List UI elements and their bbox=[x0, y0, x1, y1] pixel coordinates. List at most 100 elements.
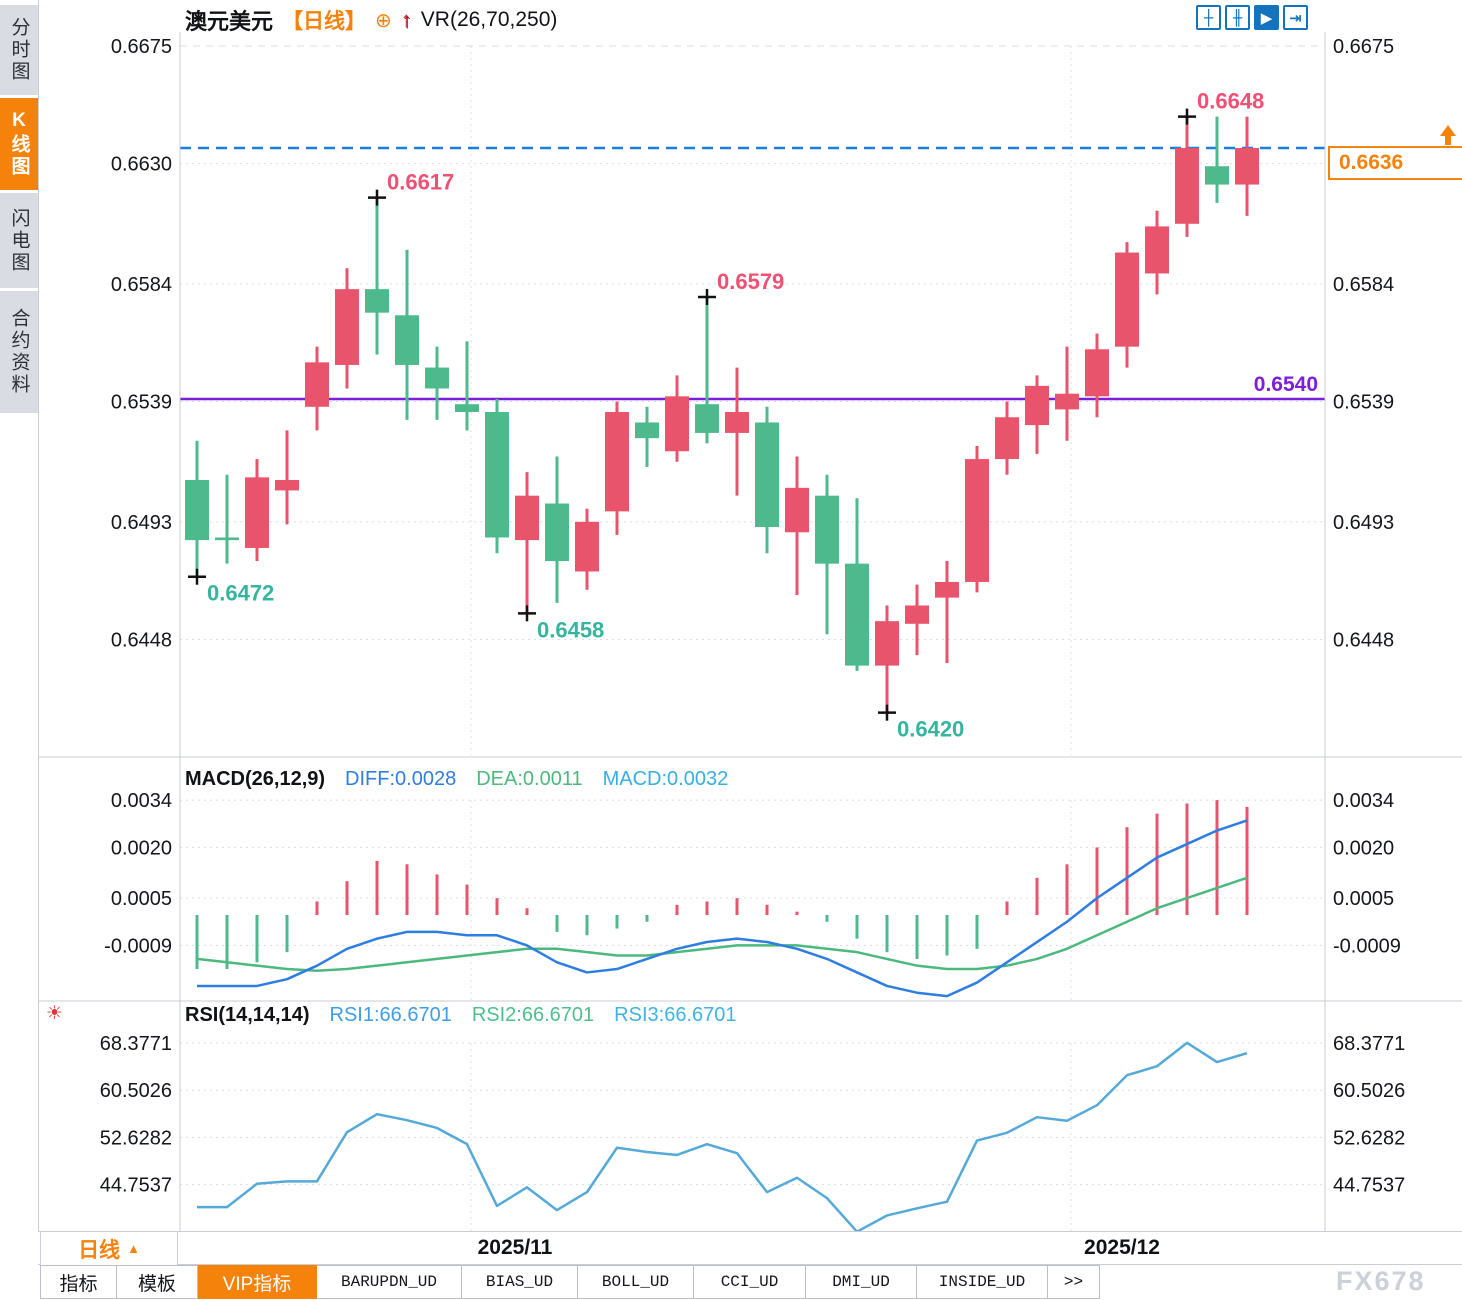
tab-cci-ud[interactable]: CCI_UD bbox=[694, 1265, 806, 1299]
price-axis-label-left: 0.6584 bbox=[111, 274, 172, 296]
price-annotation: 0.6617 bbox=[387, 170, 454, 195]
candle-body bbox=[1025, 385, 1049, 426]
sidebar-item-label: 合约资料 bbox=[8, 308, 30, 396]
tab-more[interactable]: >> bbox=[1048, 1265, 1100, 1299]
candle-body bbox=[335, 289, 359, 365]
macd-histogram-bar bbox=[225, 915, 229, 970]
rsi-axis-label-right: 60.5026 bbox=[1333, 1080, 1405, 1102]
price-axis-label-left: 0.6539 bbox=[111, 392, 172, 414]
candle-body bbox=[545, 503, 569, 562]
candle-body bbox=[635, 422, 659, 439]
candle-body bbox=[215, 537, 239, 541]
candle-body bbox=[725, 412, 749, 433]
price-axis-label-right: 0.6539 bbox=[1333, 392, 1394, 414]
diff-line bbox=[197, 819, 1248, 998]
add-compare-icon[interactable]: ⊕ bbox=[375, 9, 392, 32]
candle-body bbox=[245, 477, 269, 548]
price-up-arrow-stem bbox=[1445, 136, 1451, 145]
macd-axis-label-left: 0.0034 bbox=[111, 790, 172, 812]
candle-body bbox=[875, 621, 899, 666]
macd-histogram-bar bbox=[255, 915, 259, 963]
dea-value-label: DEA:0.0011 bbox=[476, 768, 583, 790]
macd-histogram-bar bbox=[465, 884, 469, 915]
x-axis-bar: 日线 ▲ 2025/11 2025/12 bbox=[38, 1231, 1462, 1265]
sidebar-item-timeline-chart[interactable]: 分时图 bbox=[0, 5, 38, 95]
tab-vip-indicators[interactable]: VIP指标 bbox=[198, 1265, 317, 1299]
macd-axis-label-right: 0.0005 bbox=[1333, 888, 1394, 910]
sidebar: 分时图 K线图 闪电图 合约资料 bbox=[0, 0, 39, 1300]
symbol-title: 澳元美元 bbox=[185, 9, 274, 34]
macd-axis-label-right: -0.0009 bbox=[1333, 935, 1401, 957]
sidebar-item-flash-chart[interactable]: 闪电图 bbox=[0, 193, 38, 288]
macd-axis-label-left: -0.0009 bbox=[104, 935, 172, 957]
price-axis-label-left: 0.6675 bbox=[111, 36, 172, 58]
candle-body bbox=[695, 404, 719, 433]
macd-histogram-bar bbox=[1095, 847, 1099, 915]
macd-axis-label-left: 0.0020 bbox=[111, 837, 172, 859]
diff-value-label: DIFF:0.0028 bbox=[345, 768, 457, 790]
price-axis-label-left: 0.6493 bbox=[111, 512, 172, 534]
chevron-up-icon: ▲ bbox=[127, 1241, 140, 1256]
chart-toolbar: ┼ ╫ ▶ ⇥ bbox=[1196, 5, 1308, 30]
candle-body bbox=[815, 495, 839, 564]
trend-up-arrow-icon: ↑ bbox=[400, 7, 412, 32]
tab-templates[interactable]: 模板 bbox=[117, 1265, 198, 1299]
candle-body bbox=[1085, 349, 1109, 397]
candle-body bbox=[935, 581, 959, 598]
macd-axis-label-left: 0.0005 bbox=[111, 888, 172, 910]
macd-histogram-bar bbox=[375, 860, 379, 915]
macd-histogram-bar bbox=[1125, 827, 1129, 915]
candle-body bbox=[1115, 252, 1139, 347]
tab-barupdn-ud[interactable]: BARUPDN_UD bbox=[317, 1265, 462, 1299]
rsi-axis-label-right: 68.3771 bbox=[1333, 1033, 1405, 1055]
candle-body bbox=[845, 563, 869, 666]
macd-histogram-bar bbox=[315, 901, 319, 915]
macd-histogram-bar bbox=[555, 915, 559, 932]
sidebar-item-label: K线图 bbox=[8, 110, 30, 178]
rsi-axis-label-left: 68.3771 bbox=[100, 1033, 172, 1055]
candle-body bbox=[755, 422, 779, 528]
price-axis-label-right: 0.6584 bbox=[1333, 274, 1394, 296]
current-price-tag: 0.6636 bbox=[1328, 146, 1462, 180]
candle-body bbox=[515, 495, 539, 541]
rsi-params-label: RSI(14,14,14) bbox=[185, 1004, 310, 1026]
macd-histogram-bar bbox=[1215, 800, 1219, 915]
x-axis-label-dec: 2025/12 bbox=[1084, 1236, 1160, 1259]
price-axis-label-left: 0.6448 bbox=[111, 629, 172, 651]
macd-histogram-bar bbox=[525, 908, 529, 915]
tab-bias-ud[interactable]: BIAS_UD bbox=[462, 1265, 578, 1299]
candle-body bbox=[305, 362, 329, 407]
macd-histogram-bar bbox=[1185, 803, 1189, 915]
tab-dmi-ud[interactable]: DMI_UD bbox=[806, 1265, 917, 1299]
macd-header: MACD(26,12,9) DIFF:0.0028 DEA:0.0011 MAC… bbox=[185, 768, 728, 791]
candle-body bbox=[965, 459, 989, 582]
candle-body bbox=[425, 367, 449, 389]
candle-body bbox=[365, 289, 389, 313]
macd-histogram-bar bbox=[1005, 901, 1009, 915]
vr-indicator-label: VR(26,70,250) bbox=[420, 8, 558, 31]
sidebar-item-contract-info[interactable]: 合约资料 bbox=[0, 291, 38, 413]
tab-indicators[interactable]: 指标 bbox=[40, 1265, 117, 1299]
macd-histogram-bar bbox=[1245, 806, 1249, 915]
crosshair-tool-button[interactable]: ┼ bbox=[1196, 5, 1221, 30]
candle-body bbox=[1145, 226, 1169, 274]
rsi3-value-label: RSI3:66.6701 bbox=[614, 1004, 737, 1026]
sun-icon[interactable]: ☀ bbox=[46, 1002, 64, 1024]
rsi-line bbox=[197, 1041, 1248, 1233]
macd-value-label: MACD:0.0032 bbox=[602, 768, 729, 790]
period-selector-button[interactable]: 日线 ▲ bbox=[40, 1232, 178, 1265]
macd-histogram-bar bbox=[975, 915, 979, 949]
tab-boll-ud[interactable]: BOLL_UD bbox=[578, 1265, 694, 1299]
candle-body bbox=[605, 412, 629, 512]
auto-scale-tool-button[interactable]: ▶ bbox=[1254, 5, 1279, 30]
tab-inside-ud[interactable]: INSIDE_UD bbox=[917, 1265, 1048, 1299]
candle-body bbox=[905, 605, 929, 624]
dock-right-tool-button[interactable]: ⇥ bbox=[1283, 5, 1308, 30]
candle-body bbox=[1175, 147, 1199, 224]
sidebar-item-candle-chart[interactable]: K线图 bbox=[0, 98, 38, 190]
rsi-axis-label-right: 52.6282 bbox=[1333, 1127, 1405, 1149]
price-annotation: 0.6458 bbox=[537, 617, 604, 642]
axis-candles-tool-button[interactable]: ╫ bbox=[1225, 5, 1250, 30]
